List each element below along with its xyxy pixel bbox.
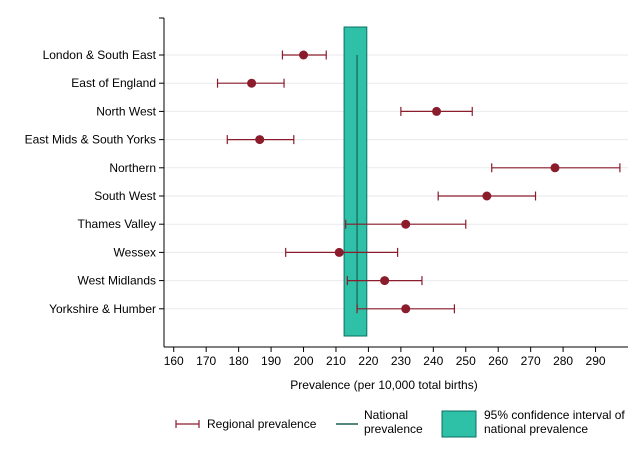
legend-label: 95% confidence interval of (484, 408, 625, 422)
x-tick-label: 180 (229, 354, 249, 368)
y-tick-label: West Midlands (78, 274, 156, 288)
point-estimate (255, 135, 265, 145)
x-tick-label: 160 (164, 354, 184, 368)
legend-ci-swatch (441, 410, 477, 438)
grid-lines (164, 54, 628, 310)
x-tick-label: 170 (196, 354, 216, 368)
legend-label: National (364, 408, 408, 422)
point-estimate (401, 219, 411, 229)
region-marker (281, 50, 327, 60)
y-tick-labels: London & South East East of England North … (25, 48, 157, 316)
x-tick-label: 190 (261, 354, 281, 368)
y-tick-label: North West (96, 104, 156, 118)
axes (159, 17, 628, 352)
x-tick-label: 220 (358, 354, 378, 368)
x-tick-label: 240 (423, 354, 443, 368)
y-tick-label: Northern (109, 161, 156, 175)
region-marker (226, 135, 295, 145)
y-tick-label: South West (94, 189, 156, 203)
x-tick-label: 280 (553, 354, 573, 368)
y-tick-label: Wessex (114, 245, 156, 259)
y-tick-label: London & South East (43, 48, 157, 62)
point-estimate (247, 78, 257, 88)
x-tick-label: 200 (294, 354, 314, 368)
region-marker (345, 219, 467, 229)
y-tick-label: East of England (71, 76, 156, 90)
point-estimate (380, 276, 390, 286)
x-tick-label: 260 (488, 354, 508, 368)
y-tick-label: East Mids & South Yorks (25, 133, 156, 147)
region-marker (285, 247, 399, 257)
legend-label: national prevalence (484, 422, 588, 436)
legend-label: prevalence (364, 422, 423, 436)
region-marker (356, 304, 456, 314)
point-estimate (432, 106, 442, 116)
x-axis-title: Prevalence (per 10,000 total births) (290, 378, 477, 392)
point-estimate (482, 191, 492, 201)
legend-label: Regional prevalence (207, 417, 317, 431)
national-ci-band-group (343, 26, 368, 337)
region-marker (491, 163, 621, 173)
region-marker (346, 276, 423, 286)
x-tick-label: 270 (521, 354, 541, 368)
y-tick-label: Yorkshire & Humber (49, 302, 156, 316)
x-tick-label: 210 (326, 354, 346, 368)
region-marker (437, 191, 537, 201)
national-ci-band (343, 26, 368, 337)
legend-item-regional: Regional prevalence (175, 417, 317, 431)
point-estimate (334, 247, 344, 257)
x-tick-label: 250 (456, 354, 476, 368)
point-estimate (401, 304, 411, 314)
x-tick-labels: 160 170 180 190 200 210 220 230 240 250 260 270 280 2… (164, 354, 606, 368)
region-marker (216, 78, 285, 88)
region-marker (400, 106, 473, 116)
x-tick-label: 290 (586, 354, 606, 368)
x-tick-label: 230 (391, 354, 411, 368)
point-estimate (550, 163, 560, 173)
y-tick-label: Thames Valley (78, 217, 156, 231)
regional-series (216, 50, 621, 314)
point-estimate (299, 50, 309, 60)
